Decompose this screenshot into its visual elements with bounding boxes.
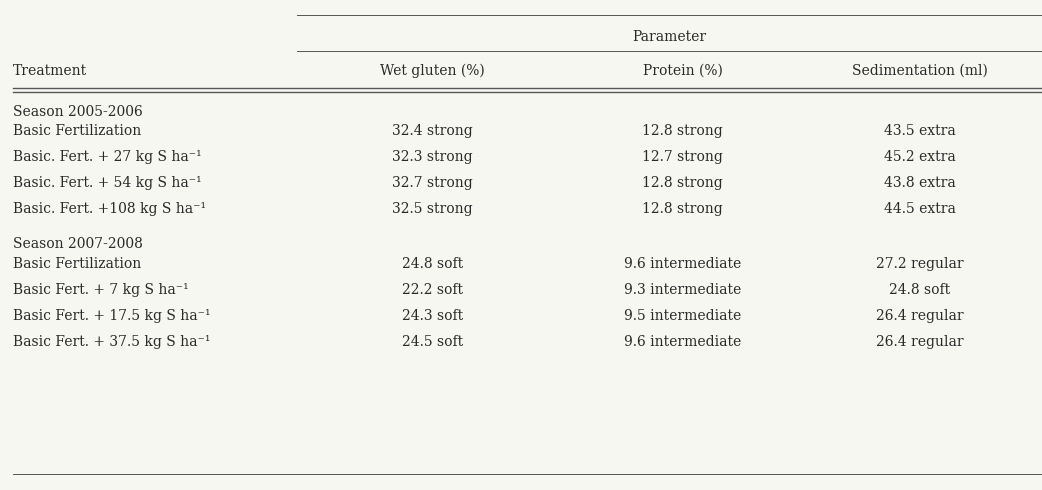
Text: 32.3 strong: 32.3 strong (392, 150, 473, 164)
Text: Basic Fertilization: Basic Fertilization (13, 257, 141, 270)
Text: Treatment: Treatment (13, 64, 86, 78)
Text: Basic. Fert. + 27 kg S ha⁻¹: Basic. Fert. + 27 kg S ha⁻¹ (13, 150, 201, 164)
Text: Basic Fert. + 17.5 kg S ha⁻¹: Basic Fert. + 17.5 kg S ha⁻¹ (13, 309, 210, 322)
Text: 44.5 extra: 44.5 extra (884, 202, 956, 216)
Text: 32.4 strong: 32.4 strong (392, 124, 473, 138)
Text: Season 2005-2006: Season 2005-2006 (13, 105, 143, 119)
Text: 43.5 extra: 43.5 extra (884, 124, 956, 138)
Text: 32.7 strong: 32.7 strong (392, 176, 473, 190)
Text: Basic Fert. + 7 kg S ha⁻¹: Basic Fert. + 7 kg S ha⁻¹ (13, 283, 189, 296)
Text: Sedimentation (ml): Sedimentation (ml) (851, 64, 988, 78)
Text: Basic Fertilization: Basic Fertilization (13, 124, 141, 138)
Text: 43.8 extra: 43.8 extra (884, 176, 956, 190)
Text: 12.8 strong: 12.8 strong (642, 124, 723, 138)
Text: 24.3 soft: 24.3 soft (402, 309, 463, 322)
Text: 24.5 soft: 24.5 soft (402, 335, 463, 348)
Text: 32.5 strong: 32.5 strong (392, 202, 473, 216)
Text: Basic. Fert. + 54 kg S ha⁻¹: Basic. Fert. + 54 kg S ha⁻¹ (13, 176, 201, 190)
Text: 12.7 strong: 12.7 strong (642, 150, 723, 164)
Text: 12.8 strong: 12.8 strong (642, 176, 723, 190)
Text: Wet gluten (%): Wet gluten (%) (380, 64, 485, 78)
Text: 9.6 intermediate: 9.6 intermediate (624, 257, 741, 270)
Text: 12.8 strong: 12.8 strong (642, 202, 723, 216)
Text: Protein (%): Protein (%) (643, 64, 722, 78)
Text: 9.5 intermediate: 9.5 intermediate (624, 309, 741, 322)
Text: 9.6 intermediate: 9.6 intermediate (624, 335, 741, 348)
Text: 26.4 regular: 26.4 regular (875, 335, 964, 348)
Text: 26.4 regular: 26.4 regular (875, 309, 964, 322)
Text: 24.8 soft: 24.8 soft (402, 257, 463, 270)
Text: 22.2 soft: 22.2 soft (402, 283, 463, 296)
Text: 24.8 soft: 24.8 soft (889, 283, 950, 296)
Text: Parameter: Parameter (632, 30, 706, 44)
Text: 27.2 regular: 27.2 regular (875, 257, 964, 270)
Text: 45.2 extra: 45.2 extra (884, 150, 956, 164)
Text: Basic. Fert. +108 kg S ha⁻¹: Basic. Fert. +108 kg S ha⁻¹ (13, 202, 205, 216)
Text: Basic Fert. + 37.5 kg S ha⁻¹: Basic Fert. + 37.5 kg S ha⁻¹ (13, 335, 209, 348)
Text: Season 2007-2008: Season 2007-2008 (13, 237, 143, 251)
Text: 9.3 intermediate: 9.3 intermediate (624, 283, 741, 296)
